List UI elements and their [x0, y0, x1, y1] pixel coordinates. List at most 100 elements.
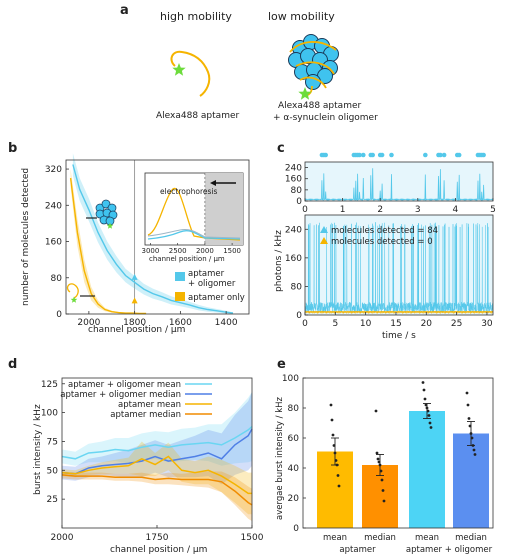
- legend-detected-0: molecules detected = 0: [331, 237, 433, 247]
- series-line: [61, 455, 252, 495]
- inset-xlabel: channel position / μm: [149, 255, 225, 263]
- series-line: [61, 474, 253, 506]
- y-tick-label: 0: [296, 311, 302, 321]
- x-tick-label: 1600: [169, 318, 192, 328]
- x-tick-label: 2: [377, 205, 383, 215]
- legend-swatch-oligomer: [175, 272, 185, 281]
- event-dot: [481, 152, 486, 158]
- data-point: [330, 418, 334, 422]
- panel-d-letter: d: [8, 357, 17, 372]
- data-point: [465, 391, 469, 395]
- y-tick-label: 40: [288, 464, 300, 474]
- panel-c-letter: c: [277, 141, 285, 156]
- data-point: [336, 474, 340, 477]
- series-band: [62, 471, 252, 522]
- data-point-marker: [131, 297, 138, 304]
- event-dot: [389, 152, 394, 158]
- data-point: [473, 453, 477, 456]
- y-tick-label: 160: [285, 254, 302, 264]
- category-label: mean: [323, 533, 347, 543]
- inset-shaded-region: [204, 173, 243, 245]
- plot-frame-top: [304, 161, 494, 202]
- category-label: median: [364, 533, 396, 543]
- x-tick-label: 4: [453, 205, 459, 215]
- plot-frame-bottom: [304, 214, 494, 316]
- x-tick-label: 15: [390, 319, 401, 329]
- panel-a: a high mobility low mobility Alexa488 ap…: [120, 3, 378, 123]
- complex-label-line1: Alexa488 aptamer: [278, 101, 361, 111]
- legend-label: aptamer mean: [118, 400, 181, 410]
- high-mobility-title: high mobility: [160, 10, 232, 23]
- y-tick-label: 320: [45, 165, 62, 175]
- panel-b-xlabel: channel position / μm: [88, 325, 185, 335]
- panel-c-xlabel: time / s: [382, 331, 416, 341]
- y-tick-label: 240: [285, 164, 302, 174]
- x-tick-label: 30: [481, 319, 493, 329]
- aptamer-label: Alexa488 aptamer: [156, 111, 239, 121]
- bar: [409, 411, 445, 528]
- event-dot: [323, 152, 328, 158]
- data-point: [427, 414, 431, 417]
- panel-d: d 2000 1750 1500 25 50 75 100 125 channel posit…: [8, 357, 264, 555]
- legend-detected-84: molecules detected = 84: [331, 226, 438, 236]
- x-tick-label: 0: [302, 205, 308, 215]
- panel-c-ylabel: photons / kHz: [274, 230, 284, 292]
- event-dot: [441, 152, 447, 158]
- series-line: [61, 425, 253, 460]
- x-tick-label: 5: [490, 205, 496, 215]
- inset-x-tick-label: 2500: [169, 247, 187, 255]
- panel-d-ylabel: burst intensity / kHz: [33, 404, 43, 495]
- data-point: [467, 417, 471, 420]
- legend-label: aptamer median: [110, 410, 181, 420]
- y-tick-label: 0: [296, 197, 302, 207]
- x-tick-label: 5: [332, 319, 338, 329]
- legend-swatch-aptamer: [175, 292, 185, 301]
- group-label: aptamer: [339, 545, 376, 555]
- data-point: [376, 457, 380, 461]
- x-tick-label: 1800: [123, 318, 146, 328]
- x-tick-label: 3: [415, 205, 421, 215]
- legend-aptamer: aptamer only: [188, 293, 245, 303]
- data-point: [331, 433, 335, 437]
- data-point: [423, 397, 427, 401]
- y-tick-label: 80: [51, 274, 63, 284]
- inset-x-tick-label: 1500: [223, 247, 241, 255]
- y-tick-label: 240: [45, 201, 62, 211]
- oligomer-sphere: [101, 199, 111, 209]
- panel-b: b 2000 1800 1600 1400 0 80 160 240 320 channel p…: [8, 141, 250, 335]
- y-tick-label: 80: [291, 186, 303, 196]
- inset-electrophoresis-label: electrophoresis: [160, 187, 218, 196]
- legend-label: aptamer + oligomer mean: [68, 380, 181, 390]
- series-band: [62, 441, 252, 515]
- panel-a-letter: a: [120, 3, 129, 18]
- legend-marker-aptamer: [320, 237, 328, 244]
- y-tick-label: 75: [47, 437, 58, 447]
- aptamer-strand-icon: [66, 283, 79, 299]
- arrow-head-icon: [210, 180, 216, 186]
- bar: [453, 433, 489, 528]
- plot-frame: [65, 159, 250, 315]
- panel-b-ylabel: number of molecules detected: [21, 168, 31, 306]
- data-point: [380, 478, 384, 482]
- legend-oligomer-line2: + oligomer: [188, 279, 236, 289]
- panel-b-letter: b: [8, 141, 17, 156]
- legend-label: aptamer + oligomer median: [60, 390, 181, 400]
- series-line: [61, 428, 253, 475]
- panel-e-letter: e: [277, 357, 286, 372]
- legend-oligomer-line1: aptamer: [188, 269, 225, 279]
- data-point: [374, 409, 378, 413]
- data-point: [381, 489, 385, 492]
- plot-frame: [302, 377, 494, 529]
- legend-marker-oligomer: [320, 226, 328, 233]
- panel-b-plot: 2000 1800 1600 1400 0 80 160 240 320: [45, 153, 250, 328]
- fluorophore-star-icon: [172, 63, 186, 76]
- panel-e-plot: mean median mean median aptamer aptamer + oli…: [282, 374, 494, 555]
- x-tick-label: 1400: [215, 318, 238, 328]
- x-tick-label: 1500: [241, 533, 264, 543]
- data-point: [422, 388, 426, 392]
- x-tick-label: 25: [451, 319, 462, 329]
- x-tick-label: 2000: [77, 318, 100, 328]
